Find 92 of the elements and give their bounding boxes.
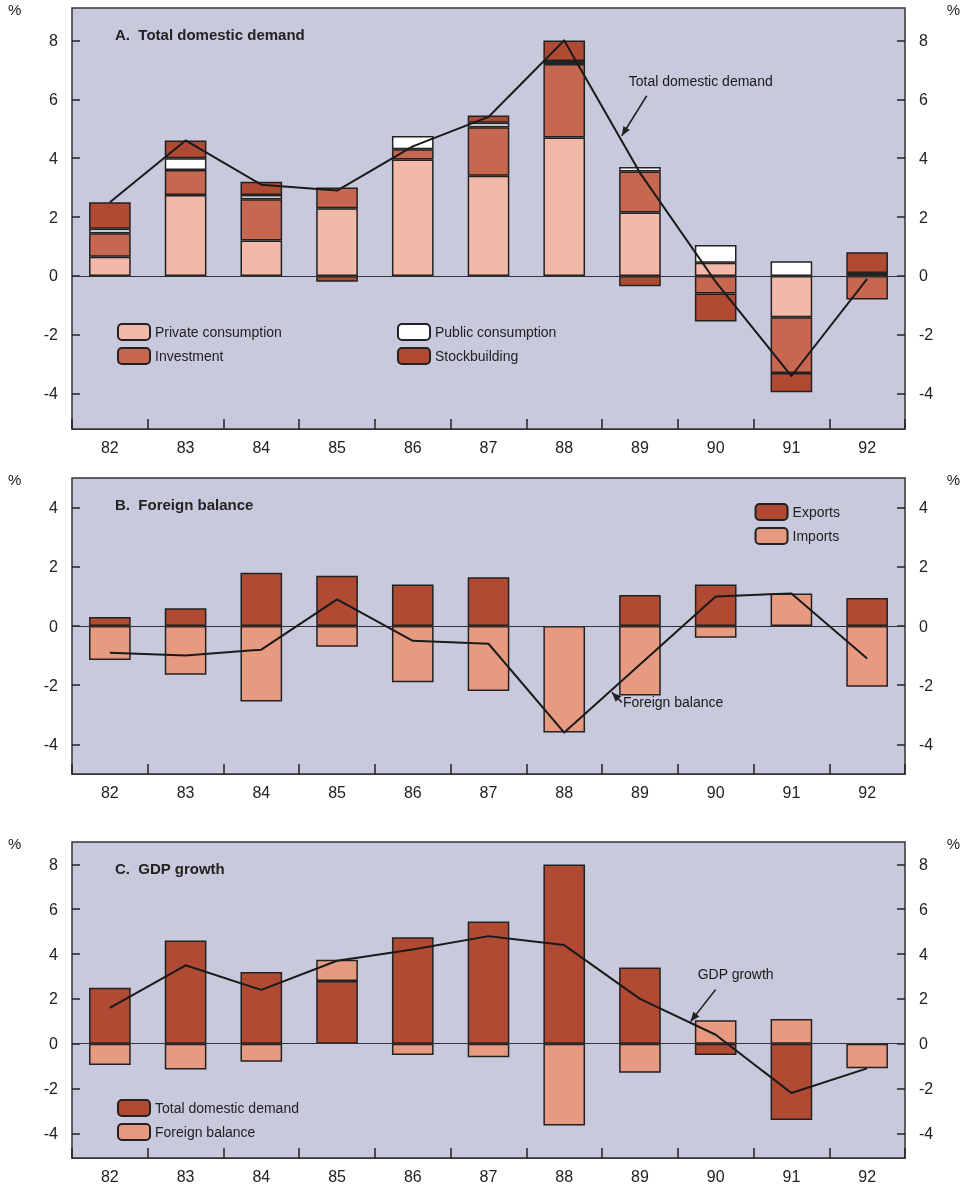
y-tick-label: -4: [43, 1124, 59, 1142]
x-tick-label: 91: [782, 438, 801, 456]
x-tick-label: 87: [479, 1167, 498, 1184]
y2-tick-label: 4: [919, 945, 928, 963]
y-tick-label: 6: [49, 900, 59, 918]
bar: [846, 252, 888, 273]
y2-axis-title: %: [946, 835, 961, 852]
x-tick-label: 86: [403, 1167, 422, 1184]
y2-tick-label: -2: [919, 1080, 934, 1098]
x-tick-label: 92: [858, 438, 877, 456]
y2-tick-label: 2: [919, 558, 928, 576]
y-tick-label: 0: [49, 617, 59, 635]
y2-tick-label: 0: [919, 267, 928, 285]
y2-tick-label: -4: [919, 385, 934, 403]
x-tick-label: 89: [631, 1167, 649, 1184]
x-tick-label: 89: [631, 438, 649, 456]
x-tick-label: 84: [252, 438, 271, 456]
y2-tick-label: 8: [919, 855, 928, 873]
text: A. Total domestic demand: [115, 26, 305, 43]
y-axis-title: %: [8, 835, 22, 852]
legend-label: Public consumption: [435, 324, 557, 340]
x-tick-label: 90: [706, 438, 725, 456]
x-tick-label: 92: [858, 1167, 877, 1184]
x-tick-label: 86: [403, 783, 422, 801]
legend-label: Investment: [155, 348, 224, 364]
text: GDP growth: [697, 966, 774, 983]
y2-tick-label: -4: [919, 735, 934, 753]
x-tick-label: 91: [782, 1167, 801, 1184]
y2-tick-label: 8: [919, 31, 928, 49]
x-tick-label: 91: [782, 783, 801, 801]
y2-tick-label: 6: [919, 90, 928, 108]
y-tick-label: 2: [49, 558, 59, 576]
y2-tick-label: 4: [919, 499, 928, 517]
y-tick-label: 8: [49, 855, 59, 873]
y2-tick-label: -2: [919, 326, 934, 344]
legend-label: Foreign balance: [155, 1124, 256, 1140]
x-tick-label: 88: [555, 1167, 574, 1184]
x-tick-label: 85: [328, 1167, 347, 1184]
x-tick-label: 87: [479, 783, 498, 801]
text: Total domestic demand: [628, 72, 773, 89]
y2-tick-label: -4: [919, 1124, 934, 1142]
y-tick-label: -4: [43, 385, 59, 403]
y-tick-label: -2: [43, 1080, 59, 1098]
y2-tick-label: 2: [919, 208, 928, 226]
x-tick-label: 92: [858, 783, 877, 801]
x-tick-label: 83: [176, 438, 195, 456]
y2-tick-label: 6: [919, 900, 928, 918]
x-tick-label: 89: [631, 783, 649, 801]
x-tick-label: 85: [328, 783, 347, 801]
x-tick-label: 83: [176, 1167, 195, 1184]
legend-label: Stockbuilding: [435, 348, 519, 364]
x-tick-label: 82: [100, 438, 119, 456]
legend-label: Exports: [792, 504, 841, 520]
x-tick-label: 90: [706, 783, 725, 801]
x-tick-label: 84: [252, 783, 271, 801]
y-tick-label: 0: [49, 1035, 59, 1053]
y2-tick-label: 0: [919, 617, 928, 635]
x-tick-label: 84: [252, 1167, 271, 1184]
x-tick-label: 83: [176, 783, 195, 801]
y2-tick-label: 0: [919, 1035, 928, 1053]
legend-label: Foreign balance: [622, 694, 724, 711]
y-axis-title: %: [8, 471, 22, 488]
x-tick-label: 88: [555, 783, 574, 801]
x-tick-label: 82: [100, 783, 119, 801]
x-tick-label: 82: [100, 1167, 119, 1184]
legend-label: Total domestic demand: [155, 1100, 299, 1116]
y-tick-label: 4: [49, 945, 59, 963]
y-tick-label: 2: [49, 990, 59, 1008]
y-tick-label: 4: [49, 499, 59, 517]
y-tick-label: 0: [49, 267, 59, 285]
y-tick-label: 4: [49, 149, 59, 167]
x-tick-label: 88: [555, 438, 574, 456]
y-tick-label: 8: [49, 31, 59, 49]
y-tick-label: 2: [49, 208, 59, 226]
text: B. Foreign balance: [115, 496, 254, 513]
y-tick-label: -2: [43, 326, 59, 344]
x-tick-label: 85: [328, 438, 347, 456]
x-tick-label: 90: [706, 1167, 725, 1184]
y2-tick-label: 2: [919, 990, 928, 1008]
y2-axis-title: %: [946, 471, 961, 488]
y2-tick-label: -2: [919, 676, 934, 694]
y-axis-title: %: [8, 1, 22, 18]
x-tick-label: 87: [479, 438, 498, 456]
y2-tick-label: 4: [919, 149, 928, 167]
y2-axis-title: %: [946, 1, 961, 18]
y-tick-label: 6: [49, 90, 59, 108]
x-tick-label: 86: [403, 438, 422, 456]
y-tick-label: -2: [43, 676, 59, 694]
legend-label: Imports: [792, 528, 840, 544]
text: C. GDP growth: [115, 860, 225, 877]
y-tick-label: -4: [43, 735, 59, 753]
legend-label: Private consumption: [155, 324, 282, 340]
